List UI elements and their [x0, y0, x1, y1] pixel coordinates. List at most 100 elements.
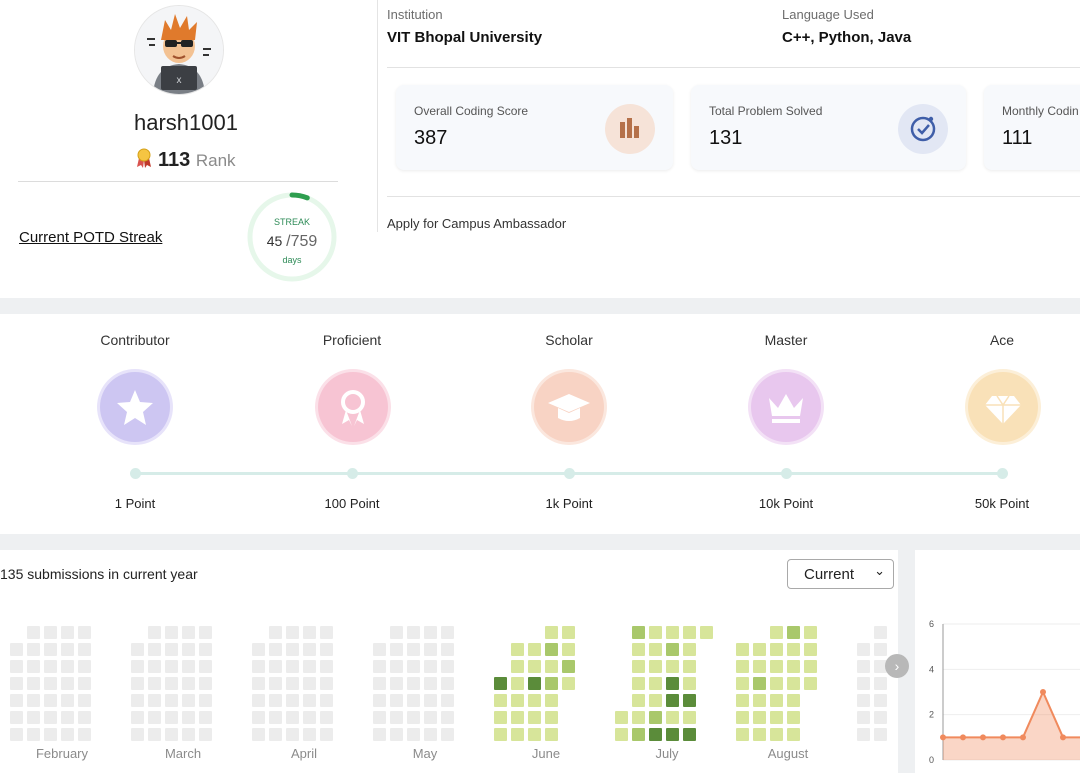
heatmap-cell[interactable] [787, 660, 800, 673]
heatmap-cell[interactable] [27, 660, 40, 673]
heatmap-cell[interactable] [373, 694, 386, 707]
heatmap-cell[interactable] [182, 711, 195, 724]
heatmap-cell[interactable] [303, 711, 316, 724]
heatmap-cell[interactable] [632, 626, 645, 639]
heatmap-cell[interactable] [373, 728, 386, 741]
heatmap-cell[interactable] [407, 711, 420, 724]
heatmap-cell[interactable] [632, 728, 645, 741]
heatmap-cell[interactable] [61, 626, 74, 639]
heatmap-cell[interactable] [857, 711, 870, 724]
heatmap-cell[interactable] [700, 626, 713, 639]
heatmap-cell[interactable] [286, 711, 299, 724]
heatmap-cell[interactable] [770, 643, 783, 656]
heatmap-cell[interactable] [545, 643, 558, 656]
heatmap-cell[interactable] [182, 677, 195, 690]
heatmap-cell[interactable] [61, 660, 74, 673]
heatmap-cell[interactable] [61, 694, 74, 707]
heatmap-cell[interactable] [562, 677, 575, 690]
heatmap-cell[interactable] [390, 728, 403, 741]
data-point[interactable] [1020, 734, 1026, 741]
heatmap-cell[interactable] [390, 626, 403, 639]
heatmap-cell[interactable] [165, 660, 178, 673]
heatmap-cell[interactable] [804, 626, 817, 639]
heatmap-cell[interactable] [27, 677, 40, 690]
heatmap-cell[interactable] [787, 626, 800, 639]
heatmap-cell[interactable] [320, 660, 333, 673]
heatmap-cell[interactable] [78, 694, 91, 707]
heatmap-cell[interactable] [286, 626, 299, 639]
heatmap-cell[interactable] [10, 643, 23, 656]
heatmap-cell[interactable] [44, 728, 57, 741]
heatmap-cell[interactable] [61, 677, 74, 690]
heatmap-cell[interactable] [857, 694, 870, 707]
heatmap-cell[interactable] [615, 711, 628, 724]
data-point[interactable] [980, 734, 986, 741]
heatmap-cell[interactable] [736, 677, 749, 690]
heatmap-cell[interactable] [131, 711, 144, 724]
heatmap-cell[interactable] [182, 694, 195, 707]
heatmap-cell[interactable] [320, 728, 333, 741]
heatmap-cell[interactable] [78, 711, 91, 724]
heatmap-cell[interactable] [424, 643, 437, 656]
heatmap-cell[interactable] [286, 728, 299, 741]
heatmap-cell[interactable] [649, 694, 662, 707]
heatmap-cell[interactable] [545, 677, 558, 690]
heatmap-cell[interactable] [770, 711, 783, 724]
heatmap-cell[interactable] [441, 643, 454, 656]
heatmap-cell[interactable] [320, 626, 333, 639]
heatmap-cell[interactable] [857, 660, 870, 673]
heatmap-cell[interactable] [286, 660, 299, 673]
heatmap-cell[interactable] [666, 711, 679, 724]
heatmap-cell[interactable] [44, 626, 57, 639]
heatmap-cell[interactable] [199, 711, 212, 724]
heatmap-cell[interactable] [753, 643, 766, 656]
heatmap-cell[interactable] [44, 677, 57, 690]
heatmap-cell[interactable] [199, 643, 212, 656]
heatmap-cell[interactable] [303, 626, 316, 639]
heatmap-cell[interactable] [269, 728, 282, 741]
heatmap-cell[interactable] [182, 660, 195, 673]
heatmap-cell[interactable] [528, 677, 541, 690]
heatmap-cell[interactable] [148, 711, 161, 724]
heatmap-cell[interactable] [874, 677, 887, 690]
heatmap-cell[interactable] [649, 660, 662, 673]
heatmap-cell[interactable] [269, 643, 282, 656]
heatmap-cell[interactable] [511, 660, 524, 673]
heatmap-cell[interactable] [320, 677, 333, 690]
heatmap-cell[interactable] [874, 728, 887, 741]
heatmap-cell[interactable] [649, 711, 662, 724]
heatmap-cell[interactable] [562, 643, 575, 656]
heatmap-cell[interactable] [252, 643, 265, 656]
heatmap-cell[interactable] [666, 694, 679, 707]
heatmap-cell[interactable] [286, 677, 299, 690]
heatmap-cell[interactable] [770, 694, 783, 707]
heatmap-cell[interactable] [511, 728, 524, 741]
heatmap-cell[interactable] [424, 626, 437, 639]
heatmap-cell[interactable] [165, 694, 178, 707]
heatmap-cell[interactable] [303, 694, 316, 707]
heatmap-cell[interactable] [615, 728, 628, 741]
heatmap-cell[interactable] [736, 711, 749, 724]
heatmap-cell[interactable] [286, 643, 299, 656]
heatmap-cell[interactable] [753, 711, 766, 724]
heatmap-cell[interactable] [131, 677, 144, 690]
heatmap-cell[interactable] [494, 711, 507, 724]
heatmap-cell[interactable] [666, 643, 679, 656]
heatmap-cell[interactable] [424, 660, 437, 673]
heatmap-cell[interactable] [373, 677, 386, 690]
heatmap-cell[interactable] [182, 643, 195, 656]
heatmap-cell[interactable] [44, 711, 57, 724]
heatmap-cell[interactable] [148, 728, 161, 741]
heatmap-cell[interactable] [736, 694, 749, 707]
heatmap-cell[interactable] [407, 643, 420, 656]
heatmap-cell[interactable] [10, 660, 23, 673]
heatmap-cell[interactable] [666, 677, 679, 690]
data-point[interactable] [960, 734, 966, 741]
heatmap-cell[interactable] [857, 677, 870, 690]
heatmap-cell[interactable] [683, 643, 696, 656]
heatmap-cell[interactable] [666, 660, 679, 673]
heatmap-cell[interactable] [494, 728, 507, 741]
heatmap-cell[interactable] [649, 677, 662, 690]
next-months-button[interactable]: › [885, 654, 909, 678]
data-point[interactable] [1040, 689, 1046, 695]
